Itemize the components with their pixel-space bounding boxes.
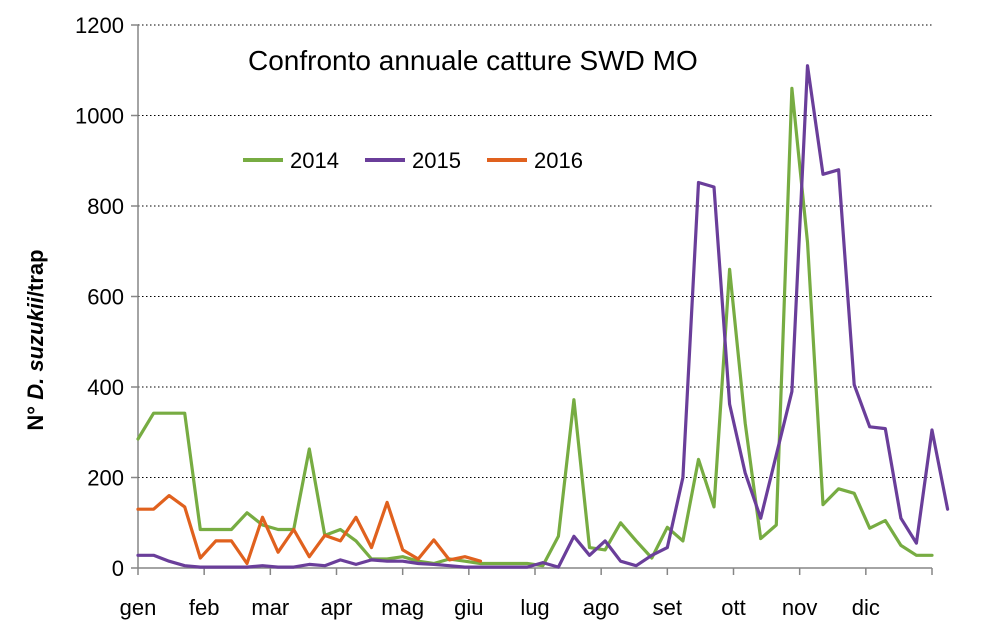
- series-line-2015: [136, 64, 950, 569]
- series-line-2016: [136, 494, 483, 566]
- x-tick-label-feb: feb: [189, 595, 220, 620]
- legend: 2014 2015 2016: [243, 148, 583, 173]
- legend-label-2015: 2015: [412, 148, 461, 173]
- y-axis-label-species: D. suzukii: [23, 296, 48, 400]
- y-tick-label: 400: [87, 375, 124, 400]
- y-tick-label: 800: [87, 194, 124, 219]
- y-tick-label: 200: [87, 466, 124, 491]
- x-tick-label-dic: dic: [852, 595, 880, 620]
- y-axis-label: N° D. suzukii/trap: [23, 249, 48, 430]
- x-tick-label-ott: ott: [721, 595, 745, 620]
- y-tick-label: 600: [87, 285, 124, 310]
- y-axis-label-unit: /trap: [23, 249, 48, 297]
- x-tick-label-gen: gen: [120, 595, 157, 620]
- x-tick-label-mar: mar: [251, 595, 289, 620]
- x-tick-label-nov: nov: [782, 595, 817, 620]
- x-tick-label-lug: lug: [520, 595, 549, 620]
- x-tick-label-set: set: [653, 595, 682, 620]
- series-lines: [136, 64, 950, 569]
- x-tick-label-apr: apr: [321, 595, 353, 620]
- x-tick-label-giu: giu: [454, 595, 483, 620]
- y-axis-label-prefix: N°: [23, 400, 48, 431]
- tick-labels: 0 200 400 600 800 1000 1200 gen feb mar apr mag giu l…: [75, 13, 880, 620]
- chart-title: Confronto annuale catture SWD MO: [248, 45, 698, 76]
- x-tick-label-mag: mag: [381, 595, 424, 620]
- x-tick-label-ago: ago: [583, 595, 620, 620]
- legend-label-2016: 2016: [534, 148, 583, 173]
- y-tick-label: 1200: [75, 13, 124, 38]
- grid-lines: [138, 24, 932, 478]
- y-tick-label: 1000: [75, 104, 124, 129]
- y-tick-label: 0: [112, 556, 124, 581]
- legend-label-2014: 2014: [290, 148, 339, 173]
